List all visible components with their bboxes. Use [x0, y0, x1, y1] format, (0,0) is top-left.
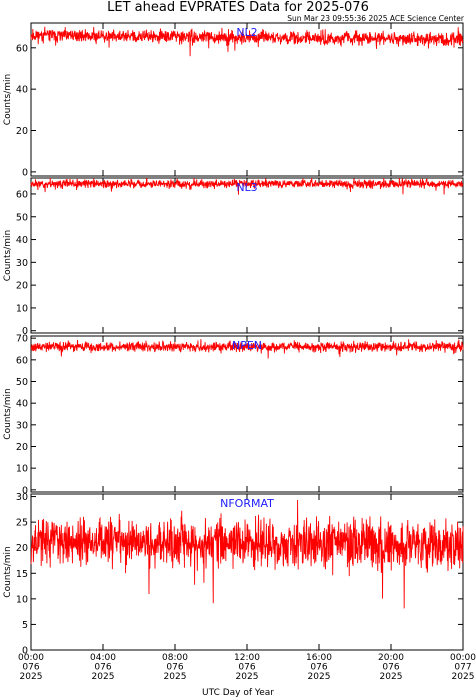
data-trace: [30, 26, 464, 57]
x-tick-label: 077: [454, 663, 471, 673]
y-tick-label: 40: [16, 85, 28, 96]
series-label: NPEN: [232, 339, 262, 352]
x-tick-label: 2025: [308, 672, 331, 682]
panel-frame: [30, 177, 464, 334]
y-tick-label: 60: [16, 43, 28, 54]
y-tick-label: 0: [22, 167, 28, 178]
data-trace: [30, 177, 464, 195]
y-tick-label: 70: [16, 334, 28, 345]
y-tick-label: 30: [16, 420, 28, 431]
y-tick-label: 0: [22, 485, 28, 496]
data-trace: [30, 339, 464, 359]
y-tick-label: 50: [16, 377, 28, 388]
x-tick-label: 076: [310, 663, 327, 673]
x-tick-label: 00:00: [18, 653, 44, 663]
x-tick-label: 076: [166, 663, 183, 673]
y-axis-label: Counts/min: [3, 230, 13, 281]
y-tick-label: 30: [16, 492, 28, 503]
y-tick-label: 60: [16, 189, 28, 200]
y-axis-label: Counts/min: [3, 74, 13, 125]
x-axis-title: UTC Day of Year: [202, 688, 274, 698]
x-tick-label: 04:00: [90, 653, 116, 663]
x-tick-label: 2025: [380, 672, 403, 682]
y-tick-label: 25: [16, 518, 28, 529]
y-tick-label: 0: [22, 326, 28, 337]
x-tick-label: 2025: [164, 672, 187, 682]
y-tick-label: 20: [16, 442, 28, 453]
series-label: NFORMAT: [220, 497, 274, 510]
data-trace: [30, 499, 464, 609]
y-tick-label: 20: [16, 543, 28, 554]
y-tick-label: 50: [16, 212, 28, 223]
x-tick-label: 08:00: [162, 653, 188, 663]
generation-timestamp: Sun Mar 23 09:55:36 2025 ACE Science Cen…: [287, 14, 464, 23]
y-tick-label: 5: [22, 620, 28, 631]
y-tick-label: 40: [16, 235, 28, 246]
y-tick-label: 40: [16, 399, 28, 410]
chart-title: LET ahead EVPRATES Data for 2025-076: [107, 0, 369, 15]
y-tick-label: 10: [16, 464, 28, 475]
y-tick-label: 30: [16, 258, 28, 269]
panel-frame: [30, 335, 464, 493]
x-tick-label: 16:00: [306, 653, 332, 663]
x-tick-label: 20:00: [378, 653, 404, 663]
x-tick-label: 2025: [20, 672, 43, 682]
y-axis-label: Counts/min: [3, 546, 13, 597]
x-tick-label: 00:00: [450, 653, 476, 663]
x-tick-label: 076: [22, 663, 39, 673]
panel-frame: [30, 493, 464, 651]
series-label: NL3: [236, 181, 257, 194]
y-tick-label: 10: [16, 594, 28, 605]
y-tick-label: 10: [16, 303, 28, 314]
x-tick-label: 076: [382, 663, 399, 673]
x-tick-label: 12:00: [234, 653, 260, 663]
x-tick-label: 076: [238, 663, 255, 673]
x-tick-label: 2025: [452, 672, 475, 682]
y-tick-label: 0: [22, 646, 28, 657]
x-tick-label: 076: [94, 663, 111, 673]
series-label: NL2: [236, 26, 257, 39]
y-tick-label: 20: [16, 281, 28, 292]
y-tick-label: 20: [16, 126, 28, 137]
y-tick-label: 15: [16, 569, 28, 580]
y-axis-label: Counts/min: [3, 388, 13, 439]
x-tick-label: 2025: [92, 672, 115, 682]
x-tick-label: 2025: [236, 672, 259, 682]
y-tick-label: 60: [16, 355, 28, 366]
